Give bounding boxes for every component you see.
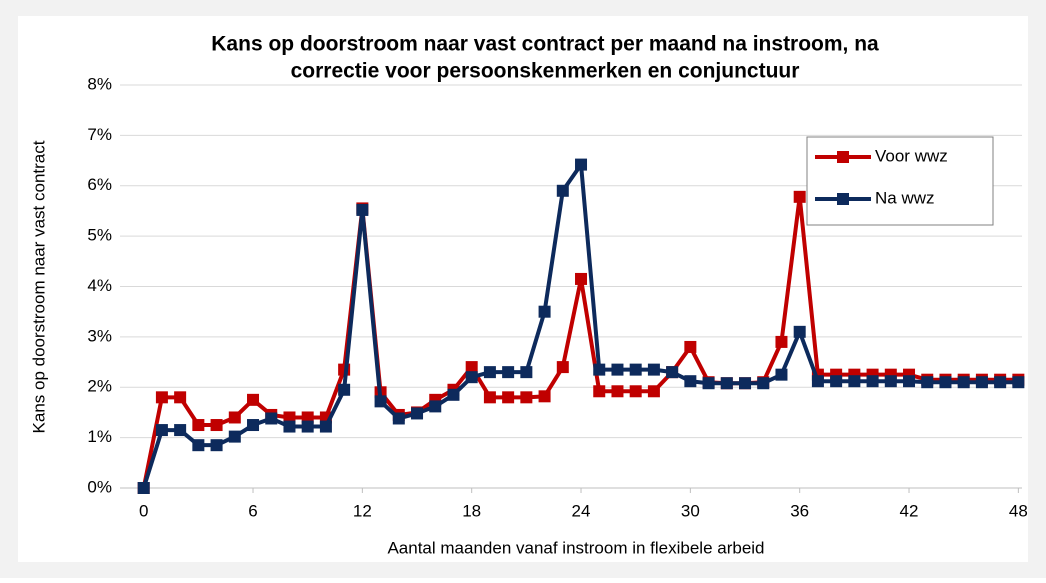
data-point [228, 411, 241, 424]
data-point [903, 375, 916, 388]
data-point [702, 377, 715, 390]
data-point [265, 412, 278, 425]
legend-label: Na wwz [875, 188, 935, 207]
data-point [1012, 376, 1025, 389]
data-point [921, 376, 934, 389]
data-point [684, 340, 697, 353]
data-point [994, 376, 1007, 389]
y-tick-label: 6% [87, 175, 112, 194]
data-point [155, 424, 168, 437]
data-point [192, 419, 205, 432]
data-point [283, 411, 296, 424]
data-point [629, 363, 642, 376]
y-tick-label: 0% [87, 477, 112, 496]
data-point [155, 391, 168, 404]
data-point [957, 376, 970, 389]
data-point [319, 420, 332, 433]
chart-title: correctie voor persoonskenmerken en conj… [291, 60, 800, 83]
y-tick-label: 7% [87, 125, 112, 144]
data-point [720, 377, 733, 390]
data-point [793, 190, 806, 203]
data-point [538, 390, 551, 403]
data-point [757, 377, 770, 390]
data-point [411, 407, 424, 420]
data-point [429, 400, 442, 413]
data-point [975, 376, 988, 389]
data-point [483, 366, 496, 379]
x-tick-label: 48 [1009, 501, 1028, 520]
x-tick-label: 0 [139, 501, 148, 520]
data-point [793, 325, 806, 338]
y-axis-label: Kans op doorstroom naar vast contract [29, 140, 48, 433]
x-tick-label: 30 [681, 501, 700, 520]
data-point [538, 305, 551, 318]
data-point [502, 366, 515, 379]
data-point [556, 361, 569, 374]
data-point [666, 366, 679, 379]
data-point [283, 420, 296, 433]
y-tick-label: 2% [87, 377, 112, 396]
data-point [301, 411, 314, 424]
x-axis-label: Aantal maanden vanaf instroom in flexibe… [387, 538, 764, 557]
x-tick-label: 18 [462, 501, 481, 520]
data-point [520, 391, 533, 404]
data-point [210, 419, 223, 432]
data-point [502, 391, 515, 404]
data-point [884, 375, 897, 388]
y-tick-label: 5% [87, 226, 112, 245]
x-tick-label: 36 [790, 501, 809, 520]
data-point [593, 385, 606, 398]
data-point [611, 385, 624, 398]
data-point [483, 391, 496, 404]
y-tick-label: 8% [87, 74, 112, 93]
data-point [374, 395, 387, 408]
y-tick-label: 1% [87, 427, 112, 446]
legend-label: Voor wwz [875, 146, 948, 165]
chart-title: Kans op doorstroom naar vast contract pe… [211, 33, 879, 56]
data-point [575, 158, 588, 171]
data-point [174, 424, 187, 437]
data-point [247, 393, 260, 406]
data-point [301, 420, 314, 433]
data-point [338, 383, 351, 396]
data-point [939, 376, 952, 389]
x-tick-label: 42 [900, 501, 919, 520]
data-point [647, 385, 660, 398]
x-tick-label: 24 [572, 501, 591, 520]
y-tick-label: 4% [87, 276, 112, 295]
legend-marker [837, 151, 849, 163]
data-point [629, 385, 642, 398]
data-point [247, 419, 260, 432]
data-point [392, 412, 405, 425]
data-point [775, 368, 788, 381]
data-point [210, 439, 223, 452]
data-point [575, 272, 588, 285]
y-tick-label: 3% [87, 326, 112, 345]
x-tick-label: 12 [353, 501, 372, 520]
data-point [593, 363, 606, 376]
data-point [684, 375, 697, 388]
data-point [465, 361, 478, 374]
legend-marker [837, 193, 849, 205]
data-point [192, 439, 205, 452]
data-point [775, 335, 788, 348]
data-point [647, 363, 660, 376]
chart-area [18, 16, 1028, 562]
data-point [556, 184, 569, 197]
data-point [811, 375, 824, 388]
data-point [228, 430, 241, 443]
data-point [866, 375, 879, 388]
data-point [447, 388, 460, 401]
data-point [174, 391, 187, 404]
data-point [848, 375, 861, 388]
data-point [137, 482, 150, 494]
data-point [739, 377, 752, 390]
data-point [830, 375, 843, 388]
data-point [465, 371, 478, 384]
data-point [520, 366, 533, 379]
data-point [356, 203, 369, 216]
x-tick-label: 6 [248, 501, 257, 520]
data-point [611, 363, 624, 376]
